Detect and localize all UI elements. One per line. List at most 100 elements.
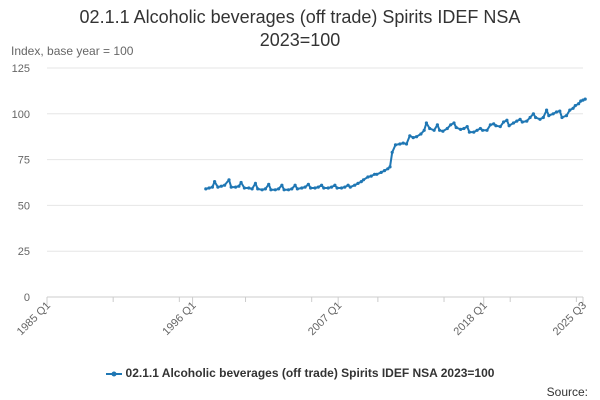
data-point bbox=[353, 183, 357, 187]
data-point bbox=[339, 186, 344, 190]
data-point bbox=[300, 186, 304, 190]
data-point bbox=[528, 115, 532, 120]
data-point bbox=[558, 109, 562, 113]
data-point bbox=[520, 120, 524, 124]
data-point bbox=[309, 186, 313, 190]
data-point bbox=[253, 181, 257, 185]
data-point bbox=[511, 121, 516, 125]
y-tick-label: 125 bbox=[12, 63, 30, 75]
data-point bbox=[432, 128, 436, 132]
data-point bbox=[229, 185, 233, 189]
data-point bbox=[242, 186, 246, 190]
data-point bbox=[452, 121, 456, 125]
data-point bbox=[282, 188, 286, 192]
data-point bbox=[531, 112, 536, 116]
y-tick-label: 50 bbox=[18, 200, 30, 212]
data-point bbox=[449, 123, 453, 127]
data-point bbox=[488, 123, 492, 127]
data-point bbox=[290, 187, 294, 191]
data-point bbox=[267, 182, 271, 186]
data-point bbox=[210, 185, 214, 189]
data-point bbox=[313, 186, 317, 190]
data-point bbox=[295, 187, 299, 191]
legend[interactable]: 02.1.1 Alcoholic beverages (off trade) S… bbox=[0, 366, 600, 380]
data-point bbox=[438, 128, 442, 132]
axis-layer bbox=[46, 296, 584, 305]
data-point bbox=[411, 136, 415, 140]
data-point bbox=[401, 141, 405, 145]
data-point bbox=[280, 183, 284, 187]
data-point bbox=[545, 108, 549, 112]
data-point bbox=[472, 130, 476, 134]
chart-title-line-1: 02.1.1 Alcoholic beverages (off trade) S… bbox=[79, 7, 521, 27]
data-point bbox=[277, 187, 281, 191]
data-point bbox=[382, 169, 387, 173]
legend-series-label: 02.1.1 Alcoholic beverages (off trade) S… bbox=[125, 366, 495, 380]
data-point bbox=[568, 108, 572, 112]
data-point bbox=[445, 126, 449, 131]
data-point bbox=[414, 135, 419, 139]
data-point bbox=[541, 115, 545, 120]
y-tick-label: 0 bbox=[24, 292, 30, 304]
data-point bbox=[478, 126, 482, 131]
data-point bbox=[507, 124, 511, 128]
data-point bbox=[322, 186, 326, 190]
data-point bbox=[239, 180, 243, 185]
data-point bbox=[560, 115, 564, 120]
data-point bbox=[366, 175, 370, 179]
data-point bbox=[250, 187, 254, 191]
data-point bbox=[462, 126, 466, 131]
data-point bbox=[216, 185, 220, 189]
data-point bbox=[386, 167, 390, 171]
data-point bbox=[361, 178, 366, 182]
series-layer bbox=[204, 97, 587, 192]
data-point bbox=[356, 181, 360, 185]
data-point bbox=[286, 188, 291, 192]
legend-series-dot bbox=[111, 371, 117, 377]
data-point bbox=[441, 129, 445, 133]
data-point bbox=[379, 170, 383, 174]
data-point bbox=[419, 132, 423, 136]
chart-title-line-2: 2023=100 bbox=[259, 30, 341, 50]
data-point bbox=[219, 184, 223, 188]
x-tick-label: 2007 Q1 bbox=[306, 300, 344, 338]
y-tick-labels: 0 25 50 75 100 125 bbox=[12, 63, 30, 304]
y-tick-label: 75 bbox=[18, 155, 30, 167]
data-point bbox=[306, 182, 310, 186]
data-point bbox=[498, 125, 502, 129]
data-point bbox=[390, 150, 394, 154]
data-point bbox=[260, 188, 264, 192]
data-point bbox=[518, 117, 522, 121]
data-point bbox=[359, 180, 363, 184]
data-point bbox=[424, 121, 428, 125]
data-point bbox=[247, 186, 251, 190]
data-point bbox=[369, 174, 373, 178]
x-tick-label: 2018 Q1 bbox=[452, 300, 490, 338]
data-point bbox=[333, 183, 337, 187]
y-tick-label: 100 bbox=[12, 109, 30, 121]
data-point bbox=[435, 123, 439, 127]
grid-layer bbox=[47, 67, 583, 252]
data-point bbox=[343, 185, 347, 189]
data-point bbox=[465, 125, 469, 129]
data-point bbox=[475, 128, 479, 132]
data-point bbox=[329, 185, 334, 189]
data-point bbox=[583, 97, 587, 101]
data-point bbox=[207, 186, 211, 190]
data-point bbox=[505, 118, 509, 122]
data-point bbox=[303, 185, 307, 189]
legend-series-marker bbox=[105, 371, 122, 377]
data-point bbox=[502, 120, 506, 124]
data-point bbox=[227, 178, 231, 182]
data-point bbox=[335, 186, 339, 190]
data-point bbox=[551, 112, 555, 116]
data-point bbox=[269, 188, 273, 192]
data-point bbox=[525, 119, 529, 123]
y-tick-label: 25 bbox=[18, 246, 30, 258]
data-point bbox=[316, 185, 320, 189]
data-point bbox=[492, 122, 496, 126]
data-point bbox=[237, 184, 241, 188]
data-point bbox=[223, 183, 227, 187]
data-point bbox=[273, 188, 277, 192]
